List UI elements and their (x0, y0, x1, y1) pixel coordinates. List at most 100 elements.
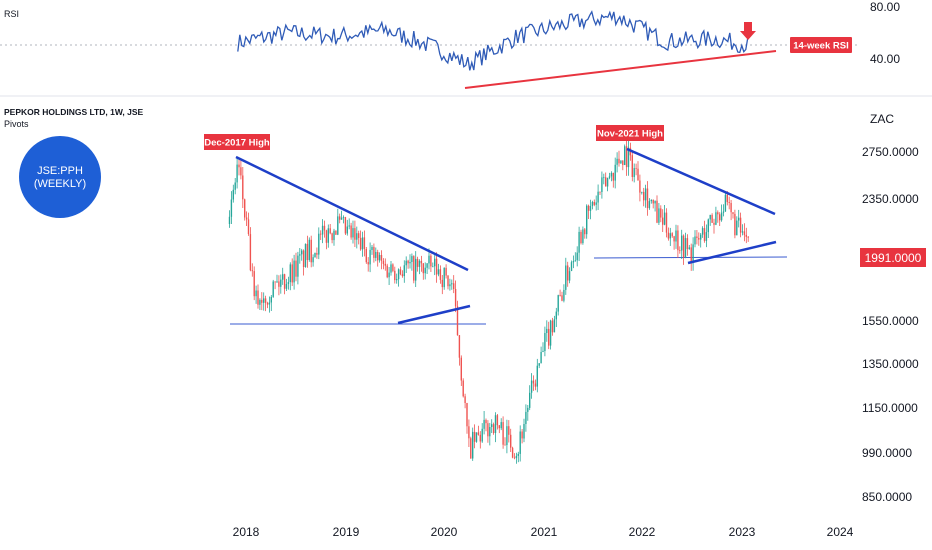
x-tick: 2024 (827, 525, 854, 539)
candle-body (291, 264, 293, 283)
candle-body (641, 191, 643, 193)
candle-body (681, 235, 683, 251)
last-price-text: 1991.0000 (865, 251, 922, 265)
candle-body (502, 422, 504, 445)
candle-body (527, 407, 529, 412)
candle-body (701, 228, 704, 235)
candle-body (477, 432, 480, 435)
down-arrow-icon (740, 22, 756, 40)
candle-body (521, 431, 523, 439)
candle-body (610, 172, 613, 177)
candle-body (333, 230, 335, 241)
candle-body (325, 230, 328, 243)
candle-body (682, 235, 685, 258)
candle-body (441, 279, 443, 288)
candle-body (654, 200, 656, 204)
candle-body (432, 266, 434, 268)
candle-body (380, 255, 383, 261)
candle-body (443, 267, 445, 288)
candle-body (331, 233, 333, 241)
candle-body (361, 237, 364, 250)
candle-body (587, 205, 590, 211)
candle-body (337, 216, 339, 235)
candle-body (741, 231, 744, 233)
descending-trendline (235, 155, 469, 272)
candle-body (578, 231, 580, 253)
candle-body (367, 262, 369, 265)
candle-body (274, 281, 276, 283)
candle-body (352, 228, 354, 238)
candle-body (551, 320, 554, 333)
candle-body (656, 200, 658, 223)
candle-body (232, 189, 234, 200)
candle-body (530, 380, 533, 393)
candle-body (722, 211, 725, 213)
candle-body (316, 253, 318, 255)
candle-body (580, 231, 582, 244)
candle-body (314, 253, 316, 258)
candle-body (730, 203, 732, 213)
candle-body (405, 260, 407, 266)
candle-body (586, 205, 588, 235)
candle-body (363, 237, 366, 249)
candle-body (261, 299, 263, 303)
candle-body (692, 244, 694, 263)
candle-body (538, 363, 540, 366)
candle-body (576, 252, 578, 261)
candle-body (272, 281, 274, 297)
candle-body (454, 289, 457, 307)
candle-body (677, 230, 679, 251)
candle-body (711, 214, 713, 223)
candle-body (259, 299, 261, 305)
candle-body (396, 279, 398, 281)
candle-body (449, 284, 451, 287)
nov-2021-high-label: Nov-2021 High (596, 125, 664, 141)
candle-body (511, 447, 514, 458)
candle-body (500, 422, 502, 429)
candle-body (346, 226, 348, 234)
candle-body (240, 167, 242, 176)
candle-body (320, 233, 322, 235)
candle-body (228, 216, 231, 224)
candle-body (418, 260, 421, 267)
candle-body (591, 202, 594, 206)
candle-body (485, 419, 487, 424)
candle-body (340, 217, 343, 220)
candle-body (263, 298, 265, 303)
candle-body (245, 217, 248, 220)
candle-body (487, 423, 489, 437)
candle-body (517, 453, 519, 456)
candle-body (700, 234, 702, 240)
candle-body (278, 281, 280, 287)
candle-body (453, 283, 455, 289)
candle-body (643, 191, 645, 201)
candle-body (289, 264, 291, 283)
candle-body (365, 249, 367, 263)
candle-body (739, 217, 742, 233)
candle-body (483, 419, 485, 429)
rsi-annotation-bg (790, 37, 852, 53)
candle-body (506, 426, 508, 446)
candle-body (242, 175, 244, 200)
last-price-bg (860, 248, 926, 267)
candle-body (264, 298, 267, 303)
candle-body (409, 262, 411, 264)
candle-body (479, 434, 481, 442)
candle-body (466, 403, 468, 427)
candle-body (498, 425, 500, 429)
candle-body (464, 396, 466, 403)
candle-body (553, 319, 556, 333)
candle-body (684, 238, 687, 258)
candle-body (435, 258, 438, 275)
candle-body (637, 168, 639, 181)
candle-body (373, 246, 375, 258)
candle-body (280, 279, 282, 287)
candle-body (249, 234, 252, 271)
candle-body (475, 432, 478, 442)
candle-body (593, 202, 595, 205)
rsi-annotation-text: 14-week RSI (793, 41, 848, 52)
candle-body (401, 274, 404, 277)
candle-body (663, 212, 666, 225)
candle-body (525, 411, 527, 424)
candle-body (489, 427, 491, 437)
